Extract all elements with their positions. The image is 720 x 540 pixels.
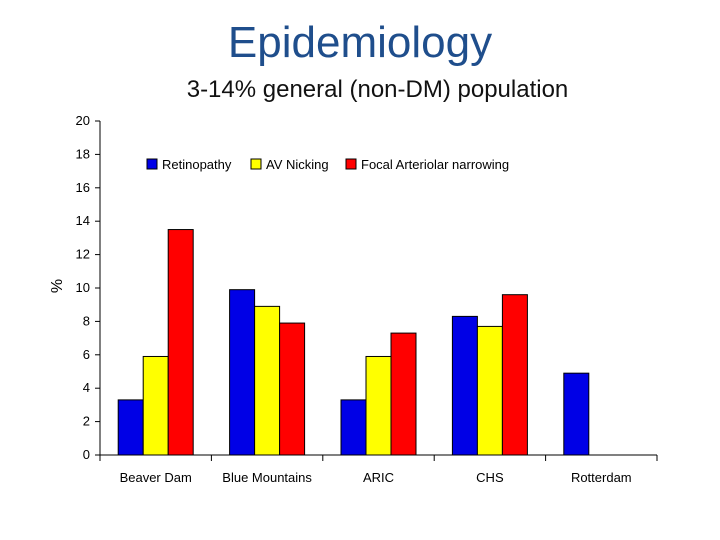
bar-av-nicking [142, 355, 169, 456]
bar-retinopathy [451, 315, 478, 456]
legend-label: AV Nicking [266, 157, 329, 172]
y-tick-label: 20 [76, 113, 90, 128]
y-tick-label: 10 [76, 280, 90, 295]
bar-av-nicking [365, 355, 392, 456]
y-tick-label: 8 [83, 313, 90, 328]
y-tick-label: 0 [83, 447, 90, 462]
y-axis-label: % [49, 279, 66, 293]
bar-retinopathy [229, 289, 256, 456]
bar-av-nicking [254, 305, 281, 456]
y-tick-label: 18 [76, 146, 90, 161]
bar-focal-arteriolar-narrowing [390, 332, 417, 456]
x-category-label: Blue Mountains [222, 470, 312, 485]
legend-swatch [345, 158, 357, 170]
y-tick-label: 6 [83, 347, 90, 362]
bar-retinopathy [340, 399, 367, 456]
legend-swatch [146, 158, 158, 170]
legend-label: Retinopathy [162, 157, 232, 172]
legend-swatch [250, 158, 262, 170]
bar-focal-arteriolar-narrowing [501, 294, 528, 456]
x-category-label: CHS [476, 470, 504, 485]
bar-retinopathy [563, 372, 590, 456]
x-category-label: Beaver Dam [120, 470, 192, 485]
y-tick-label: 2 [83, 414, 90, 429]
y-tick-label: 16 [76, 180, 90, 195]
legend-label: Focal Arteriolar narrowing [361, 157, 509, 172]
y-tick-label: 4 [83, 380, 90, 395]
bar-focal-arteriolar-narrowing [167, 229, 194, 456]
slide-title: Epidemiology [227, 18, 493, 67]
bar-focal-arteriolar-narrowing [279, 322, 306, 456]
x-category-label: Rotterdam [571, 470, 632, 485]
y-tick-label: 14 [76, 213, 90, 228]
bar-retinopathy [117, 399, 144, 456]
bar-av-nicking [476, 325, 503, 456]
y-tick-label: 12 [76, 247, 90, 262]
slide-subtitle: 3-14% general (non-DM) population [186, 76, 569, 103]
x-category-label: ARIC [363, 470, 394, 485]
